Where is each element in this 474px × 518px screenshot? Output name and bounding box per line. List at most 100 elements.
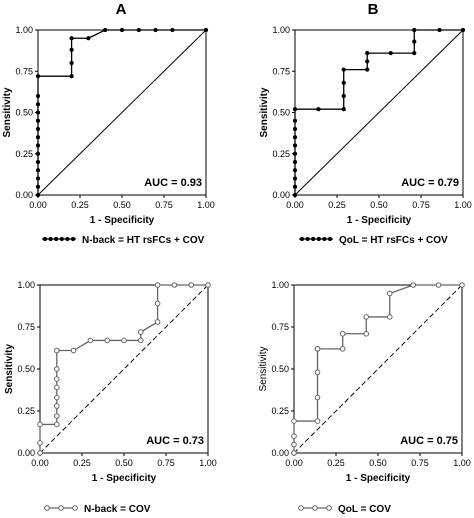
roc-point xyxy=(339,330,346,337)
roc-point xyxy=(35,168,41,173)
roc-point xyxy=(138,337,144,344)
y-tick-label: 1.00 xyxy=(15,25,33,35)
y-tick-label: 0.50 xyxy=(271,364,289,374)
roc-point xyxy=(86,36,91,41)
roc-point xyxy=(35,159,41,165)
roc-point xyxy=(35,126,41,132)
roc-point xyxy=(35,184,41,189)
roc-panel-2: 0.00 0.25 0.50 0.75 1.00 0.00 0.25 0.50 0.75 1.00… xyxy=(259,25,472,246)
roc-point xyxy=(341,80,346,85)
roc-point xyxy=(410,282,417,288)
legend-marker xyxy=(72,505,78,511)
roc-point xyxy=(292,176,298,181)
roc-point xyxy=(205,282,211,288)
y-tick-label: 0.00 xyxy=(15,190,33,200)
legend-marker xyxy=(312,505,318,511)
x-tick-label: 0.50 xyxy=(369,458,387,468)
legend-label: QoL = HT rsFCs + COV xyxy=(339,235,448,246)
roc-panel-4: 0.00 0.25 0.50 0.75 1.00 0.00 0.25 0.50 0.75 1.00… xyxy=(258,280,471,515)
roc-point xyxy=(412,50,417,56)
roc-point xyxy=(314,369,321,376)
roc-point xyxy=(104,337,110,344)
legend-marker xyxy=(58,505,64,511)
roc-point xyxy=(154,282,161,288)
roc-point xyxy=(412,39,417,44)
roc-point xyxy=(170,27,175,33)
roc-point xyxy=(35,151,41,156)
roc-point xyxy=(54,384,60,391)
y-tick-label: 1.00 xyxy=(271,280,289,290)
roc-point xyxy=(54,413,60,419)
roc-point xyxy=(69,47,74,52)
legend-marker xyxy=(48,236,53,242)
roc-point xyxy=(365,59,370,64)
roc-point xyxy=(292,168,298,173)
roc-point xyxy=(437,27,442,33)
roc-point xyxy=(314,346,321,352)
x-tick-label: 0.00 xyxy=(31,458,49,468)
roc-point xyxy=(138,329,144,335)
roc-point xyxy=(54,376,60,382)
legend-marker xyxy=(298,505,304,511)
y-tick-label: 1.00 xyxy=(272,25,290,35)
x-tick-label: 0.25 xyxy=(73,458,91,468)
x-tick-label: 0.50 xyxy=(113,200,131,210)
roc-point xyxy=(35,135,41,140)
roc-point xyxy=(103,27,108,33)
legend-marker xyxy=(326,505,332,511)
roc-point xyxy=(69,36,74,41)
legend-marker xyxy=(316,236,321,242)
reference-diagonal xyxy=(294,29,464,196)
panel-letter-a: A xyxy=(116,1,127,18)
legend-marker xyxy=(305,236,310,242)
roc-point xyxy=(153,27,158,33)
x-tick-label: 0.75 xyxy=(412,200,430,210)
x-tick-label: 0.25 xyxy=(328,200,346,210)
roc-point xyxy=(154,319,161,325)
legend-marker xyxy=(70,236,76,242)
legend-marker xyxy=(327,236,333,242)
roc-point xyxy=(54,394,60,401)
roc-point xyxy=(365,67,370,72)
roc-panel-3: 0.00 0.25 0.50 0.75 1.00 0.00 0.25 0.50 0.75 1.00… xyxy=(4,280,217,515)
roc-point xyxy=(459,282,465,288)
roc-point xyxy=(70,347,77,354)
roc-point xyxy=(292,143,298,148)
x-axis-label: 1 - Specificity xyxy=(90,215,155,226)
x-axis-label: 1 - Specificity xyxy=(347,215,412,226)
roc-point xyxy=(341,107,346,112)
roc-point xyxy=(314,394,321,401)
roc-point xyxy=(291,418,297,424)
y-axis-label: Sensitivity xyxy=(259,87,270,137)
roc-point xyxy=(69,60,74,66)
roc-point xyxy=(291,450,297,456)
roc-point xyxy=(35,192,41,198)
legend-marker xyxy=(65,236,70,242)
roc-point xyxy=(54,421,60,428)
roc-point xyxy=(35,118,41,123)
y-tick-label: 0.00 xyxy=(17,448,35,458)
x-tick-label: 0.50 xyxy=(115,458,133,468)
x-tick-label: 0.75 xyxy=(411,458,429,468)
roc-point xyxy=(154,300,161,307)
x-tick-label: 1.00 xyxy=(199,458,217,468)
x-axis-label: 1 - Specificity xyxy=(346,473,411,484)
legend-marker xyxy=(44,505,50,511)
auc-label: AUC = 0.75 xyxy=(400,435,458,447)
legend-marker xyxy=(311,236,316,242)
y-tick-label: 0.75 xyxy=(17,322,35,332)
y-tick-label: 0.25 xyxy=(271,406,289,416)
roc-point xyxy=(203,27,209,33)
roc-point xyxy=(365,50,370,56)
roc-point xyxy=(316,107,321,112)
panel-letter-b: B xyxy=(368,1,379,18)
roc-point xyxy=(136,27,141,33)
y-tick-label: 1.00 xyxy=(17,280,35,290)
roc-point xyxy=(363,330,370,337)
roc-point xyxy=(341,67,346,72)
legend-marker xyxy=(322,236,327,242)
roc-point xyxy=(341,93,346,99)
roc-point xyxy=(460,27,466,33)
reference-diagonal xyxy=(37,29,207,196)
